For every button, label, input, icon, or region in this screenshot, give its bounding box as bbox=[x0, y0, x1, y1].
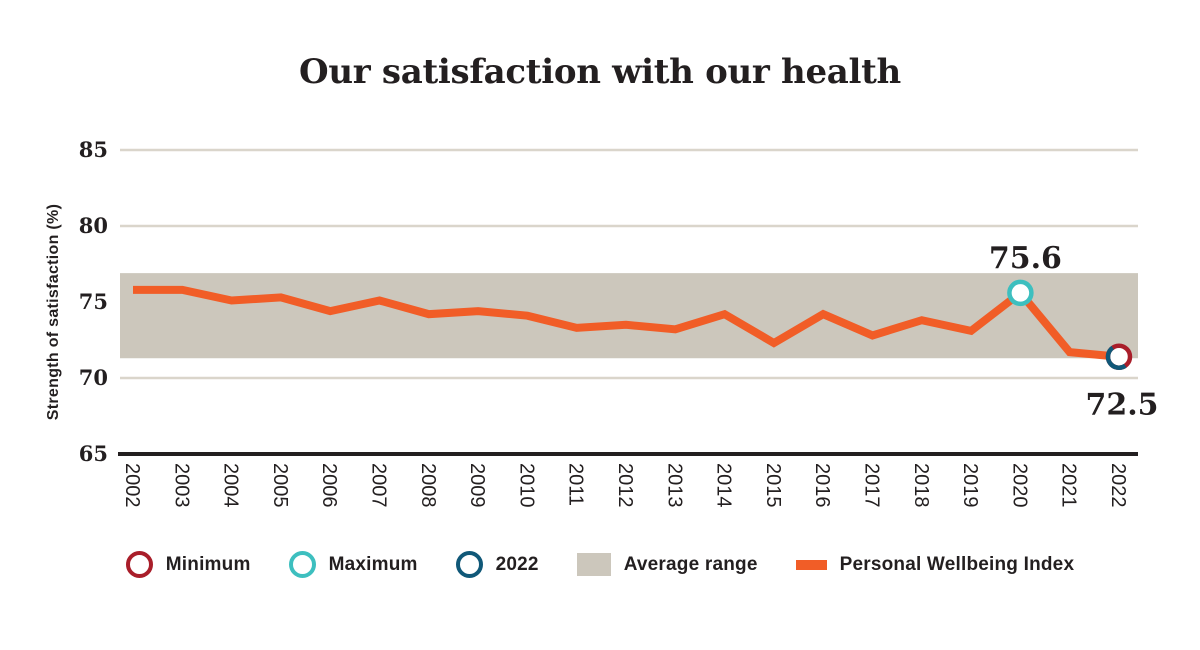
line-chart-canvas: 65 70 75 80 85 Strength of satisfaction (%) 20… bbox=[45, 137, 1159, 508]
x-tick-label-2012: 2012 bbox=[614, 463, 636, 508]
x-tick-label-2013: 2013 bbox=[663, 463, 685, 508]
legend-label: Average range bbox=[623, 553, 758, 575]
chart-legend: Minimum Maximum 2022 Average range Personal … bbox=[0, 551, 1200, 578]
maximum-value-label: 75.6 bbox=[989, 241, 1062, 276]
year-2022-value-label: 72.5 bbox=[1085, 388, 1158, 423]
x-tick-label-2009: 2009 bbox=[466, 463, 488, 508]
x-tick-label-2006: 2006 bbox=[318, 463, 340, 508]
legend-item-personal-wellbeing-index: Personal Wellbeing Index bbox=[795, 553, 1075, 576]
legend-item-2022: 2022 bbox=[455, 551, 539, 578]
x-tick-label-2010: 2010 bbox=[515, 463, 537, 508]
x-tick-label-2003: 2003 bbox=[170, 463, 192, 508]
x-tick-label-2002: 2002 bbox=[121, 463, 143, 508]
x-tick-label-2005: 2005 bbox=[269, 463, 291, 508]
x-tick-label-2008: 2008 bbox=[417, 463, 439, 508]
x-tick-label-2020: 2020 bbox=[1008, 463, 1030, 508]
legend-label: Personal Wellbeing Index bbox=[839, 553, 1075, 575]
x-tick-label-2016: 2016 bbox=[811, 463, 833, 508]
y-tick-label-75: 75 bbox=[79, 289, 108, 314]
2022-swatch-icon bbox=[455, 551, 483, 578]
x-tick-label-2015: 2015 bbox=[762, 463, 784, 508]
x-tick-label-2011: 2011 bbox=[565, 463, 587, 506]
minimum-swatch-icon bbox=[125, 551, 153, 578]
x-tick-label-2007: 2007 bbox=[368, 463, 390, 508]
legend-item-maximum: Maximum bbox=[288, 551, 418, 578]
y-axis-title: Strength of satisfaction (%) bbox=[45, 204, 62, 420]
x-tick-label-2004: 2004 bbox=[220, 463, 242, 508]
x-tick-label-2021: 2021 bbox=[1058, 463, 1080, 508]
y-tick-label-65: 65 bbox=[79, 441, 108, 466]
maximum-marker bbox=[1007, 279, 1034, 307]
average-range-swatch-icon bbox=[576, 553, 611, 576]
legend-label: Minimum bbox=[165, 553, 251, 575]
personal-wellbeing-index-line bbox=[133, 285, 1120, 361]
legend-label: Maximum bbox=[328, 553, 418, 575]
year-2022-marker bbox=[1105, 345, 1127, 370]
x-tick-label-2019: 2019 bbox=[959, 463, 981, 508]
legend-item-average-range: Average range bbox=[576, 553, 758, 576]
y-tick-label-85: 85 bbox=[79, 137, 108, 162]
legend-label: 2022 bbox=[495, 553, 539, 575]
y-tick-label-70: 70 bbox=[79, 365, 108, 390]
chart-title: Our satisfaction with our health bbox=[299, 52, 901, 92]
y-tick-label-80: 80 bbox=[79, 213, 108, 238]
x-tick-label-2014: 2014 bbox=[713, 463, 735, 508]
x-tick-label-2018: 2018 bbox=[910, 463, 932, 508]
average-range-band bbox=[120, 273, 1138, 359]
x-tick-label-2017: 2017 bbox=[861, 463, 883, 508]
x-tick-label-2022: 2022 bbox=[1107, 463, 1129, 508]
maximum-swatch-icon bbox=[288, 551, 316, 578]
legend-item-minimum: Minimum bbox=[125, 551, 251, 578]
personal-wellbeing-index-swatch-icon bbox=[795, 559, 827, 570]
